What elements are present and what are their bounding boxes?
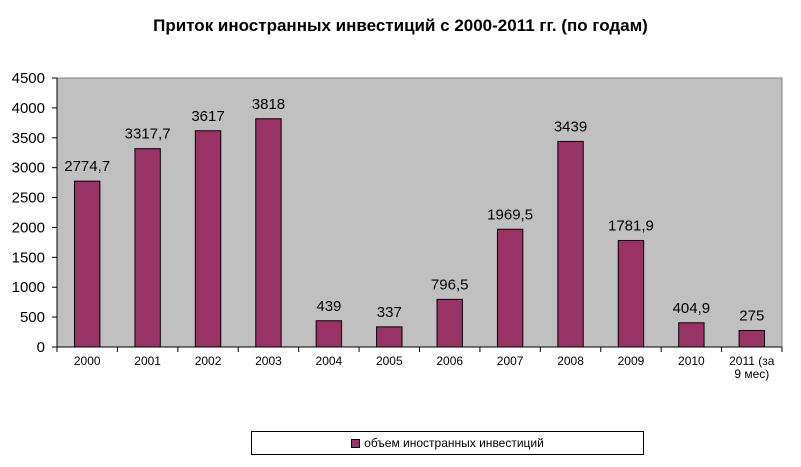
data-label: 796,5 <box>431 276 469 293</box>
bar <box>738 330 765 348</box>
chart-title: Приток иностранных инвестиций с 2000-201… <box>153 16 648 35</box>
data-label: 3818 <box>252 96 285 113</box>
legend-swatch <box>351 438 361 448</box>
x-tick-label: 2000 <box>74 354 101 368</box>
x-tick-label: 2010 <box>678 354 705 368</box>
data-label: 1969,5 <box>487 206 533 223</box>
data-label: 404,9 <box>673 300 711 317</box>
x-tick-label: 2005 <box>376 354 403 368</box>
y-tick-label: 500 <box>20 309 45 326</box>
y-tick-label: 2500 <box>12 190 45 207</box>
bar <box>194 130 222 348</box>
data-label: 2774,7 <box>64 158 110 175</box>
x-tick-label: 2003 <box>255 354 282 368</box>
y-tick-label: 4000 <box>12 100 45 117</box>
bar <box>496 228 524 348</box>
bar <box>74 180 101 348</box>
bars <box>74 118 765 348</box>
x-tick-label: 2001 <box>134 354 161 368</box>
x-axis: 2000 2001 2002 2003 2004 2005 2006 2007 2008 2009… <box>56 346 783 381</box>
data-label: 1781,9 <box>608 217 654 234</box>
data-label: 439 <box>316 298 341 315</box>
bar <box>134 148 161 348</box>
x-tick-label: 2007 <box>497 354 524 368</box>
x-tick-label: 2006 <box>436 354 463 368</box>
x-tick-label: 2009 <box>618 354 645 368</box>
y-tick-label: 1000 <box>12 279 45 296</box>
x-tick-label: 2002 <box>195 354 222 368</box>
bar <box>436 298 463 348</box>
bar <box>617 239 645 348</box>
bar <box>557 140 584 348</box>
data-labels: 2774,7 3317,7 3617 3818 439 337 796,5 1969,5 343… <box>64 96 764 325</box>
plot-area <box>56 77 783 348</box>
y-tick-label: 4500 <box>12 70 45 87</box>
y-tick-label: 1500 <box>12 249 45 266</box>
x-tick-label: 2004 <box>316 354 343 368</box>
bar <box>678 322 705 348</box>
y-tick-label: 0 <box>37 339 45 356</box>
legend: объем иностранных инвестиций <box>251 431 644 455</box>
data-label: 337 <box>377 304 402 321</box>
data-label: 3617 <box>191 108 224 125</box>
legend-label: объем иностранных инвестиций <box>364 436 544 450</box>
bar <box>376 326 403 348</box>
y-tick-label: 3500 <box>12 130 45 147</box>
x-tick-label: 2008 <box>557 354 584 368</box>
y-tick-label: 2000 <box>12 219 45 236</box>
data-label: 275 <box>739 308 764 325</box>
y-tick-label: 3000 <box>12 160 45 177</box>
y-axis: 0 500 1000 1500 2000 2500 3000 3500 4000 4500 <box>12 70 58 356</box>
bar <box>255 118 282 348</box>
bar <box>315 320 343 348</box>
data-label: 3317,7 <box>125 126 171 143</box>
data-label: 3439 <box>554 118 587 135</box>
x-tick-label: 2011 (за 9 мес) <box>729 354 775 381</box>
